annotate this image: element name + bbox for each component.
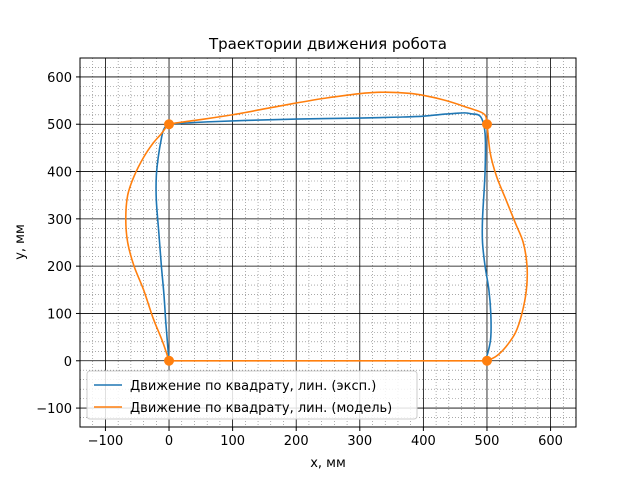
x-tick-label: 0 (165, 434, 173, 449)
corner-marker (164, 119, 175, 130)
x-tick-label: −100 (88, 434, 124, 449)
series-line-exp (155, 112, 492, 362)
x-tick-label: 500 (475, 434, 500, 449)
x-tick-label: 200 (284, 434, 309, 449)
x-tick-label: 600 (538, 434, 563, 449)
legend-label-exp: Движение по квадрату, лин. (эксп.) (130, 379, 376, 394)
legend-box (86, 370, 418, 420)
x-axis-label: x, мм (310, 456, 346, 471)
x-tick-label: 100 (220, 434, 245, 449)
y-tick-label: 400 (47, 166, 72, 181)
chart-title: Траектории движения робота (208, 35, 447, 53)
axes-frame (79, 57, 577, 428)
corner-marker (164, 355, 175, 366)
corner-marker (481, 119, 492, 130)
y-tick-label: 0 (64, 355, 72, 370)
y-axis-label: y, мм (13, 224, 28, 260)
y-tick-label: 500 (47, 118, 72, 133)
x-tick-label: 400 (411, 434, 436, 449)
y-tick-label: −100 (36, 402, 72, 417)
legend: Движение по квадрату, лин. (эксп.) Движе… (86, 370, 418, 420)
y-tick-label: 300 (47, 213, 72, 228)
series-line-model (124, 91, 529, 362)
y-tick-label: 100 (47, 307, 72, 322)
y-tick-label: 200 (47, 260, 72, 275)
y-tick-label: 600 (47, 71, 72, 86)
legend-label-model: Движение по квадрату, лин. (модель) (130, 401, 392, 416)
x-tick-label: 300 (347, 434, 372, 449)
plot-area: −100 0 100 200 300 400 500 600 −100 0 100 200 300 400… (36, 57, 577, 449)
corner-marker (481, 355, 492, 366)
